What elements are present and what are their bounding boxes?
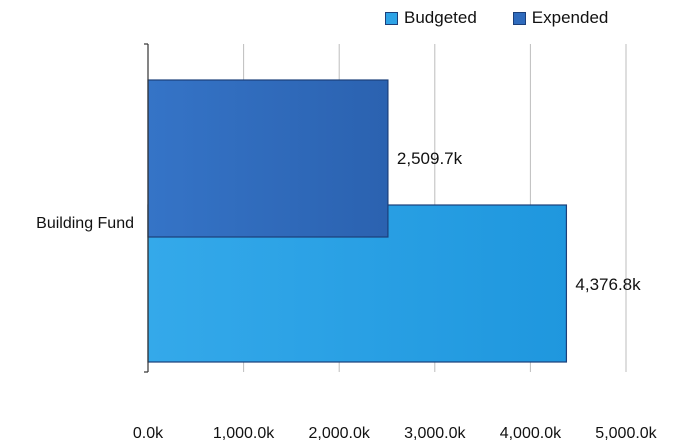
legend-label-budgeted: Budgeted (404, 8, 477, 27)
legend-item-budgeted: Budgeted (385, 8, 477, 28)
axes (144, 43, 149, 373)
x-tick-label: 1,000.0k (213, 425, 275, 440)
x-tick-label: 4,000.0k (500, 425, 562, 440)
x-tick-label: 5,000.0k (595, 425, 657, 440)
x-tick-label: 0.0k (133, 425, 164, 440)
data-label-expended: 2,509.7k (397, 149, 463, 168)
chart-legend: Budgeted Expended (385, 8, 608, 28)
legend-label-expended: Expended (531, 8, 609, 27)
bars (147, 79, 568, 363)
legend-swatch-budgeted (385, 11, 398, 25)
data-label-budgeted: 4,376.8k (575, 275, 641, 294)
bar-expended (147, 79, 389, 238)
category-label: Building Fund (36, 215, 134, 232)
legend-item-expended: Expended (512, 8, 609, 28)
legend-swatch-expended (512, 11, 526, 25)
labels: 0.0k 1,000.0k 2,000.0k 3,000.0k 4,000.0k 5,00… (36, 149, 658, 440)
x-tick-label: 2,000.0k (309, 425, 371, 440)
x-tick-label: 3,000.0k (404, 425, 466, 440)
